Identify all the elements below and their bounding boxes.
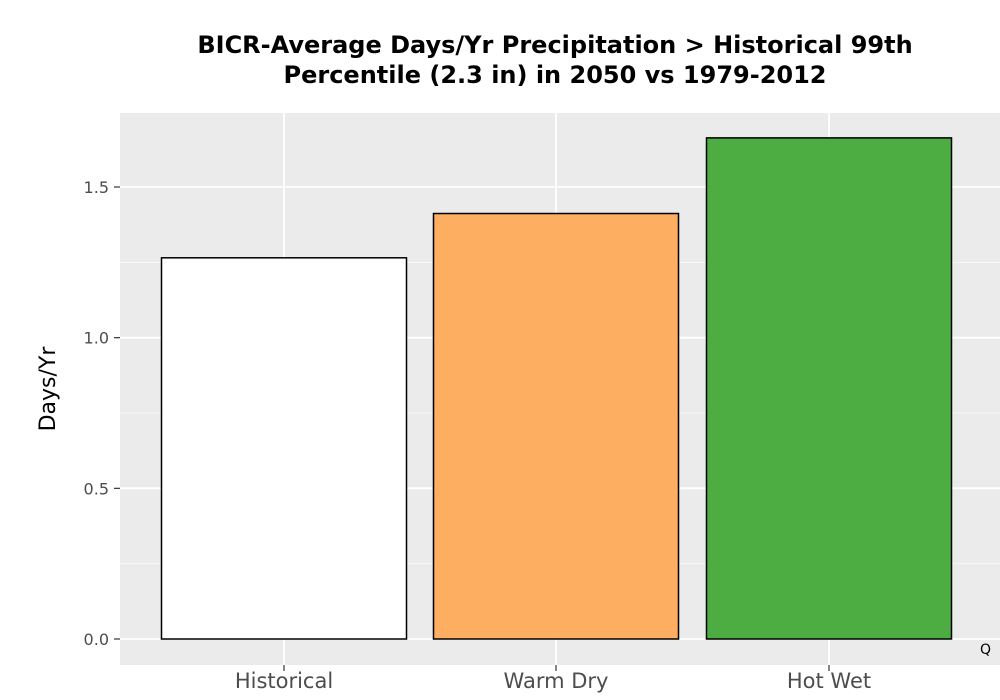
y-tick-label: 1.5 bbox=[84, 178, 109, 197]
bar-hot-wet bbox=[705, 137, 953, 640]
y-axis-ticks: 0.0 0.5 1.0 1.5 bbox=[84, 178, 120, 649]
chart-title-line-2: Percentile (2.3 in) in 2050 vs 1979-2012 bbox=[283, 61, 827, 89]
x-tick-label: Historical bbox=[235, 669, 333, 693]
bar-warm-dry bbox=[432, 212, 680, 640]
x-tick-label: Hot Wet bbox=[787, 669, 871, 693]
x-axis-ticks: Historical Warm Dry Hot Wet bbox=[235, 665, 871, 693]
chart-title-line-1: BICR-Average Days/Yr Precipitation > His… bbox=[197, 31, 913, 59]
y-tick-label: 0.5 bbox=[84, 479, 109, 498]
x-tick-label: Warm Dry bbox=[504, 669, 609, 693]
bar-historical bbox=[160, 257, 408, 640]
y-tick-label: 1.0 bbox=[84, 329, 109, 348]
bars bbox=[160, 137, 953, 640]
chart-title: BICR-Average Days/Yr Precipitation > His… bbox=[100, 30, 1000, 90]
y-axis-title: Days/Yr bbox=[36, 346, 61, 432]
corner-mark: Q bbox=[980, 642, 991, 658]
y-tick-label: 0.0 bbox=[84, 630, 109, 649]
